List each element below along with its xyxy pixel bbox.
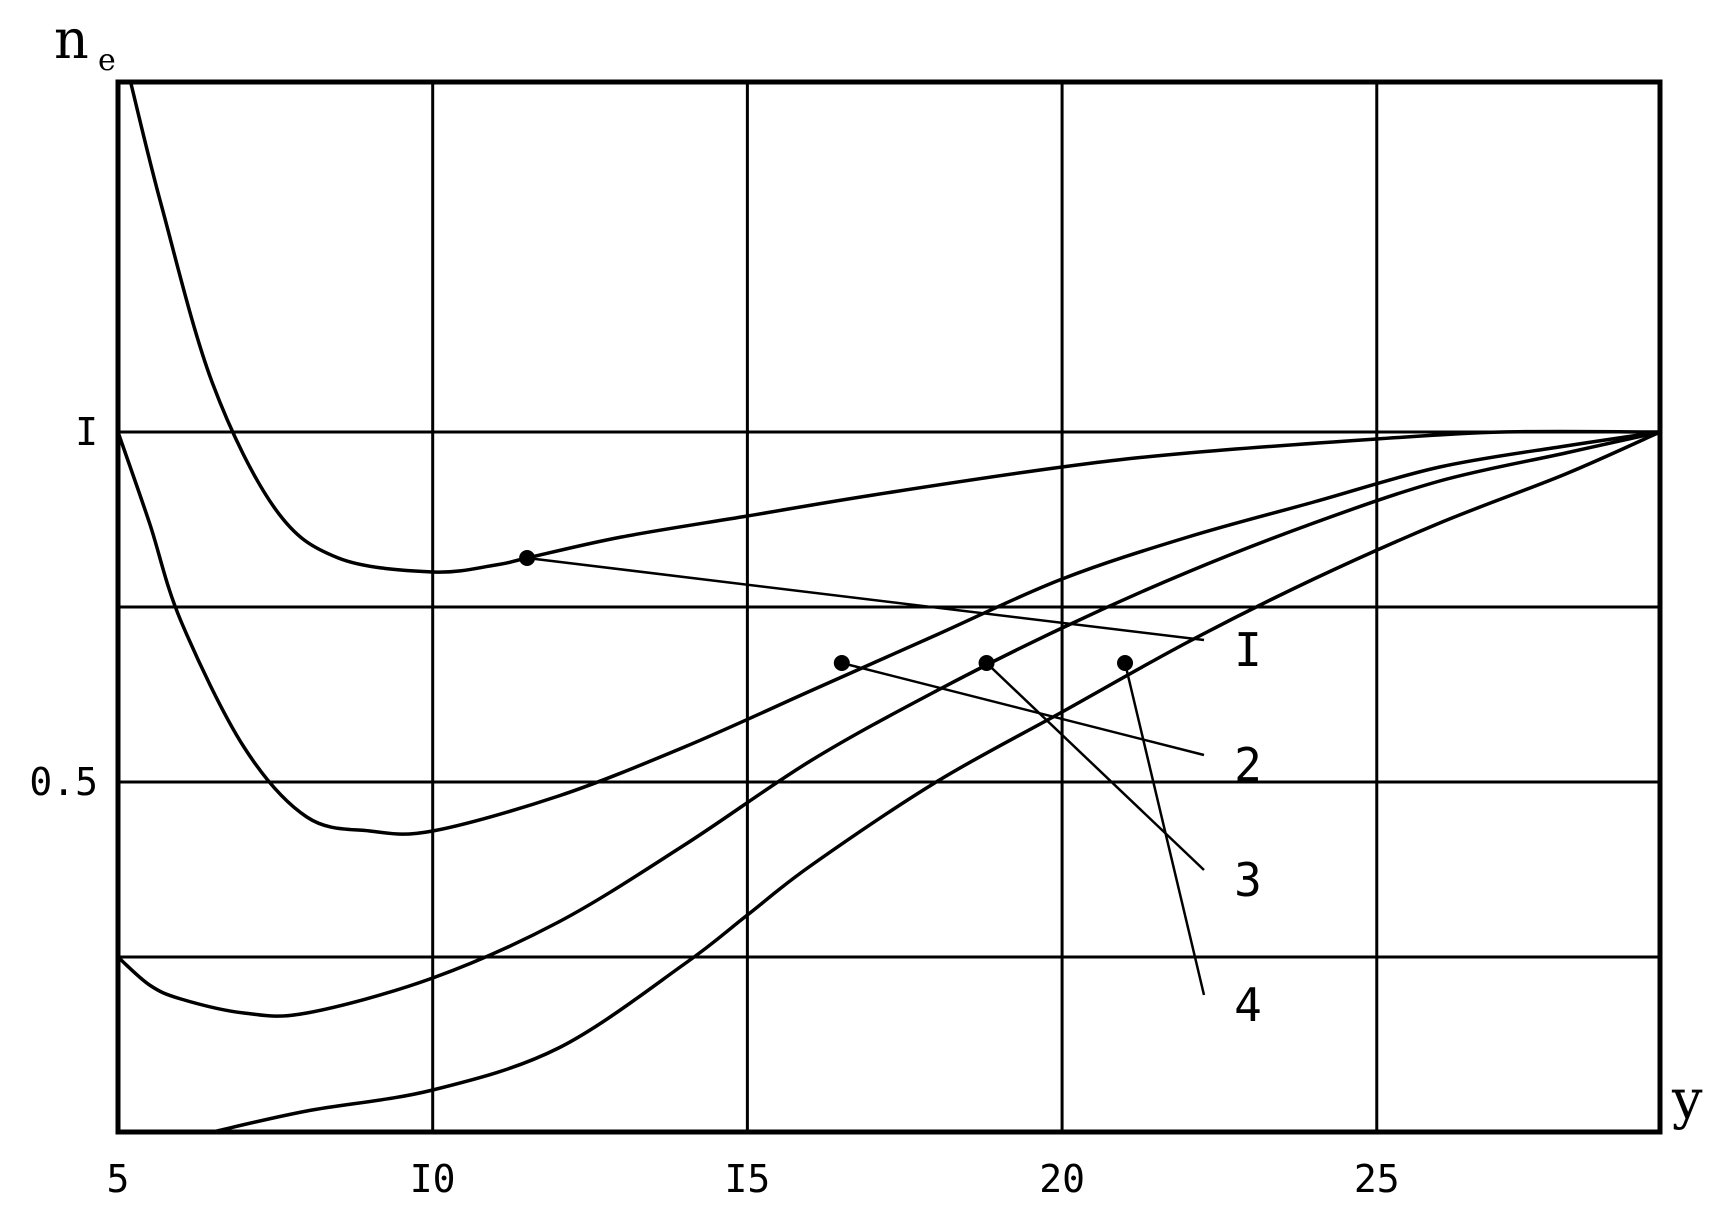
- series-label: 3: [1234, 853, 1262, 907]
- y-axis-label: n: [54, 8, 89, 71]
- grid: [118, 82, 1660, 1132]
- y-tick-label: I: [75, 410, 98, 454]
- x-tick-label: 5: [107, 1157, 130, 1201]
- x-tick-label: 20: [1039, 1157, 1085, 1201]
- series-3: 3: [116, 430, 1662, 1018]
- series-label: I: [1234, 623, 1262, 677]
- series-layer: I 2 3 4: [116, 80, 1662, 1134]
- leader-line: [985, 662, 1205, 871]
- x-tick-label: I5: [725, 1157, 771, 1201]
- y-axis-label-subscript: e: [98, 43, 116, 78]
- x-tick-label: I0: [410, 1157, 456, 1201]
- series-line: [116, 430, 1662, 1018]
- y-tick-label: 0.5: [29, 760, 98, 804]
- x-axis-label: y: [1671, 1068, 1703, 1131]
- series-line: [210, 430, 1662, 1134]
- series-4: 4: [210, 430, 1662, 1134]
- plot-frame: [115, 79, 1663, 1135]
- leader-line: [526, 556, 1205, 642]
- x-tick-label: 25: [1354, 1157, 1400, 1201]
- series-label: 2: [1234, 738, 1262, 792]
- series-line: [128, 80, 1662, 574]
- series-label: 4: [1234, 978, 1262, 1032]
- leader-line: [841, 661, 1205, 757]
- leader-line: [1123, 662, 1206, 996]
- series-line: [116, 430, 1662, 836]
- series-1: I: [128, 80, 1662, 677]
- tick-labels: 5 I0 I5 20 25 0.5 I: [29, 410, 1399, 1201]
